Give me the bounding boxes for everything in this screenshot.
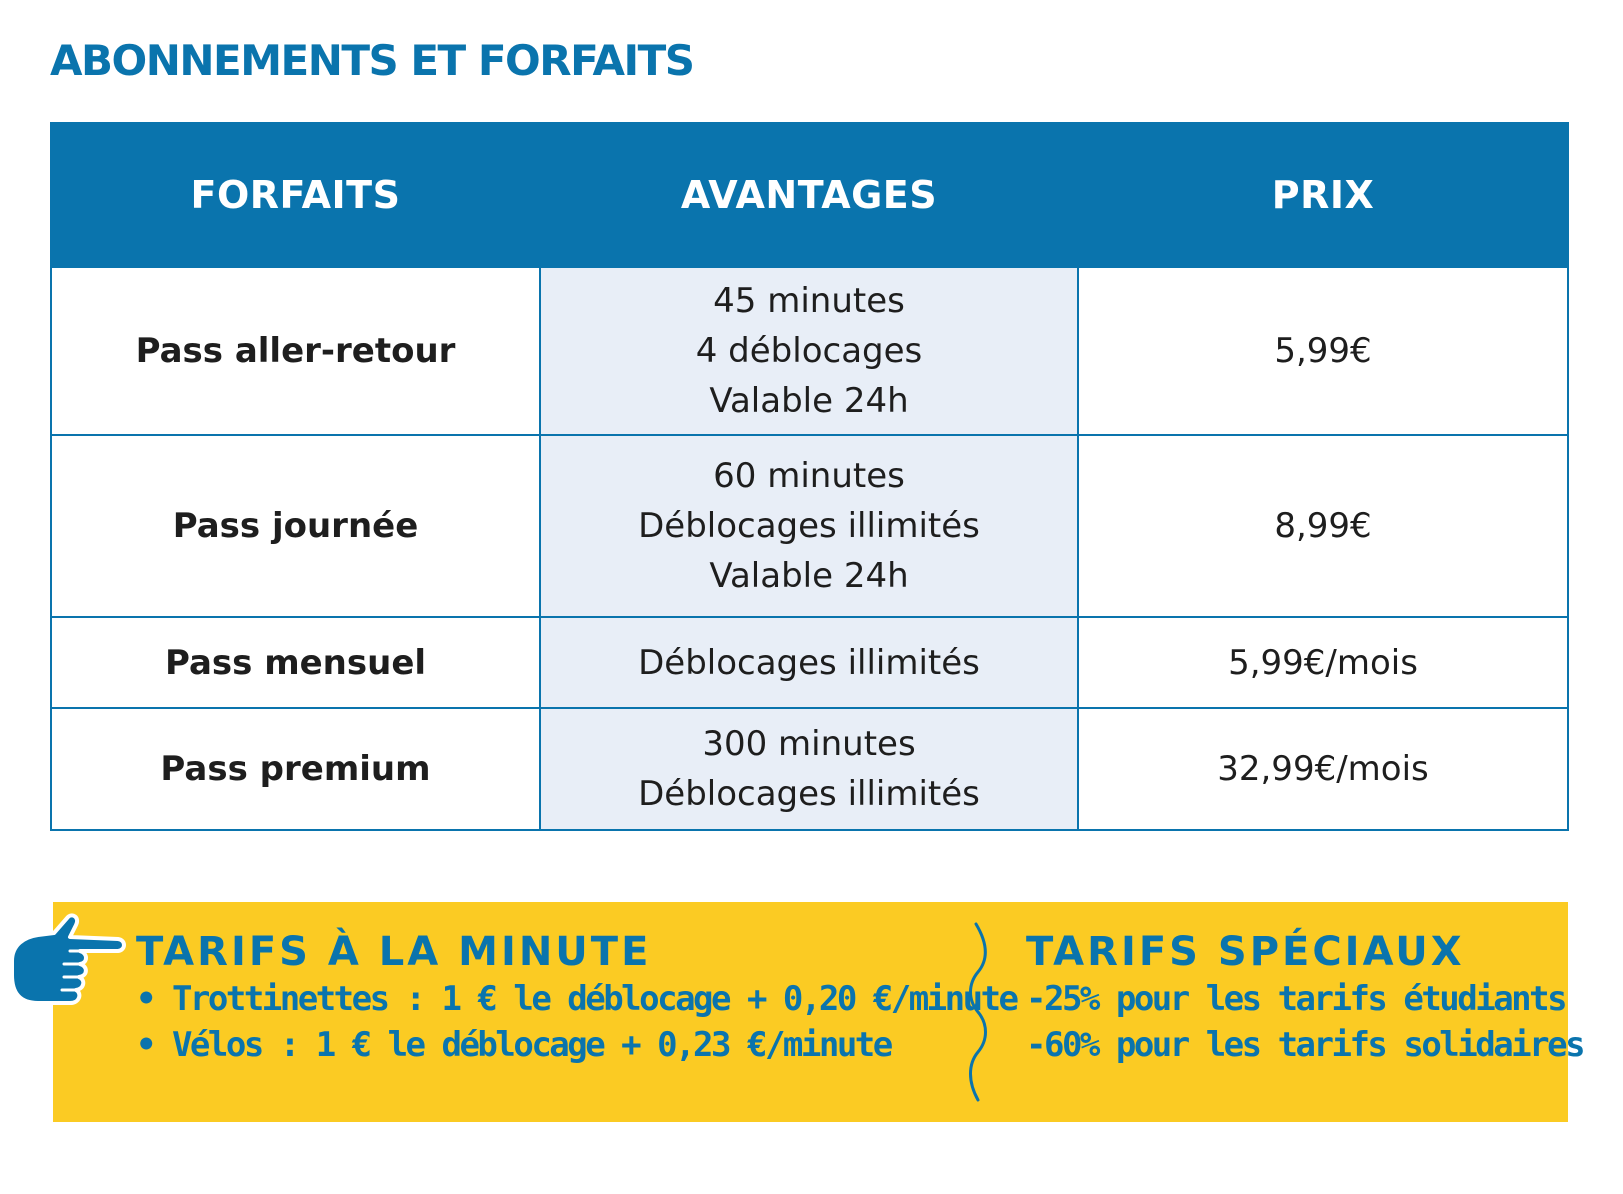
advantage-line: 60 minutes (713, 456, 905, 496)
plan-price: 5,99€ (1077, 266, 1569, 436)
advantage-line: Déblocages illimités (638, 642, 980, 683)
advantage-line: Déblocages illimités (638, 774, 980, 814)
advantage-line: Valable 24h (709, 556, 909, 596)
special-rate-line: -60% pour les tarifs solidaires (1026, 1025, 1586, 1065)
plan-advantages: 45 minutes 4 déblocages Valable 24h (539, 266, 1079, 436)
minute-rate-line: • Vélos : 1 € le déblocage + 0,23 €/minu… (136, 1025, 893, 1065)
advantage-line: 45 minutes (713, 281, 905, 321)
table-header-row: FORFAITS AVANTAGES PRIX (50, 122, 1569, 268)
pointing-hand-icon (10, 913, 126, 1005)
table-row: Pass journée 60 minutes Déblocages illim… (50, 434, 1569, 618)
minute-rates-title: TARIFS À LA MINUTE (136, 929, 652, 975)
special-rates-section: TARIFS SPÉCIAUX -25% pour les tarifs étu… (1026, 928, 1586, 1068)
plan-price: 5,99€/mois (1077, 616, 1569, 709)
plan-advantages: Déblocages illimités (539, 616, 1079, 709)
plan-price: 8,99€ (1077, 434, 1569, 618)
plan-name: Pass aller-retour (50, 266, 541, 436)
advantage-line: 4 déblocages (695, 331, 923, 371)
minute-rates-section: TARIFS À LA MINUTE • Trottinettes : 1 € … (136, 928, 1019, 1068)
plan-advantages: 60 minutes Déblocages illimités Valable … (539, 434, 1079, 618)
plan-price: 32,99€/mois (1077, 707, 1569, 831)
special-rate-line: -25% pour les tarifs étudiants (1026, 979, 1568, 1019)
table-row: Pass mensuel Déblocages illimités 5,99€/… (50, 616, 1569, 709)
advantage-line: Déblocages illimités (638, 506, 980, 546)
header-forfaits: FORFAITS (50, 122, 541, 268)
header-avantages: AVANTAGES (539, 122, 1079, 268)
page-title: ABONNEMENTS ET FORFAITS (50, 36, 695, 85)
pricing-table: FORFAITS AVANTAGES PRIX Pass aller-retou… (50, 122, 1569, 831)
table-row: Pass premium 300 minutes Déblocages illi… (50, 707, 1569, 831)
plan-name: Pass journée (50, 434, 541, 618)
special-rates-title: TARIFS SPÉCIAUX (1026, 929, 1465, 975)
advantage-line: 300 minutes (702, 724, 916, 764)
wavy-divider (969, 922, 987, 1102)
plan-name: Pass mensuel (50, 616, 541, 709)
plan-name: Pass premium (50, 707, 541, 831)
minute-rate-line: • Trottinettes : 1 € le déblocage + 0,20… (136, 979, 1019, 1019)
advantage-line: Valable 24h (709, 381, 909, 421)
pricing-info-banner: TARIFS À LA MINUTE • Trottinettes : 1 € … (53, 902, 1586, 1122)
plan-advantages: 300 minutes Déblocages illimités (539, 707, 1079, 831)
header-prix: PRIX (1077, 122, 1569, 268)
table-row: Pass aller-retour 45 minutes 4 déblocage… (50, 266, 1569, 436)
